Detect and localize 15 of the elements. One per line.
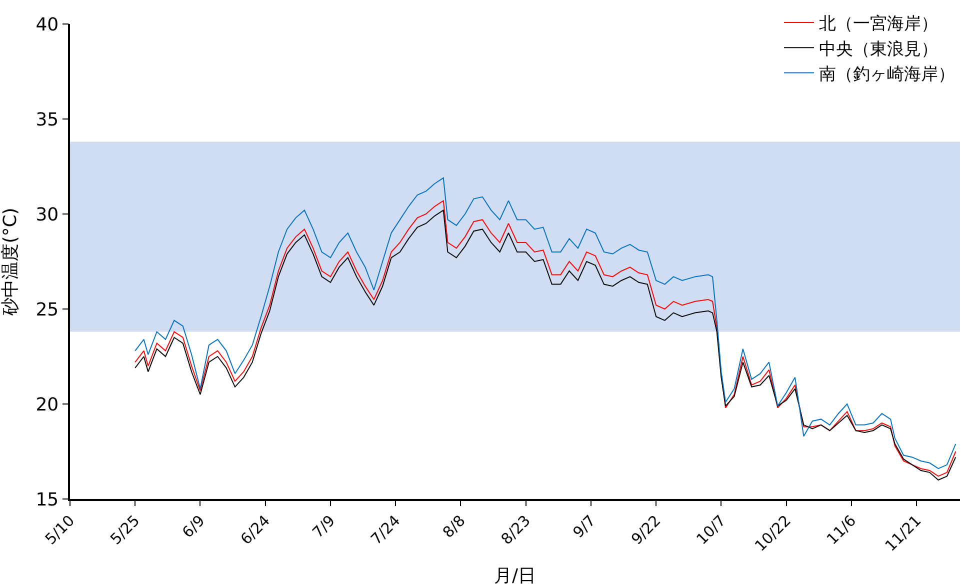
x-tick-label: 8/8 [439, 512, 469, 542]
y-tick-label: 25 [36, 299, 59, 320]
y-tick-label: 40 [36, 14, 59, 36]
y-tick-label: 35 [36, 109, 59, 130]
y-axis-title: 砂中温度(°C) [0, 208, 21, 316]
legend-label: 北（一宮海岸） [819, 14, 938, 34]
legend-label: 南（釣ヶ崎海岸） [819, 64, 955, 84]
y-tick-label: 20 [36, 394, 59, 416]
x-axis-title: 月/日 [494, 566, 536, 587]
legend-label: 中央（東浪見） [819, 39, 938, 60]
x-tick-label: 9/7 [569, 512, 600, 542]
x-tick-label: 6/9 [178, 512, 208, 542]
y-tick-label: 15 [36, 489, 59, 510]
y-tick-label: 30 [36, 204, 59, 226]
x-tick-label: 7/9 [308, 512, 339, 542]
